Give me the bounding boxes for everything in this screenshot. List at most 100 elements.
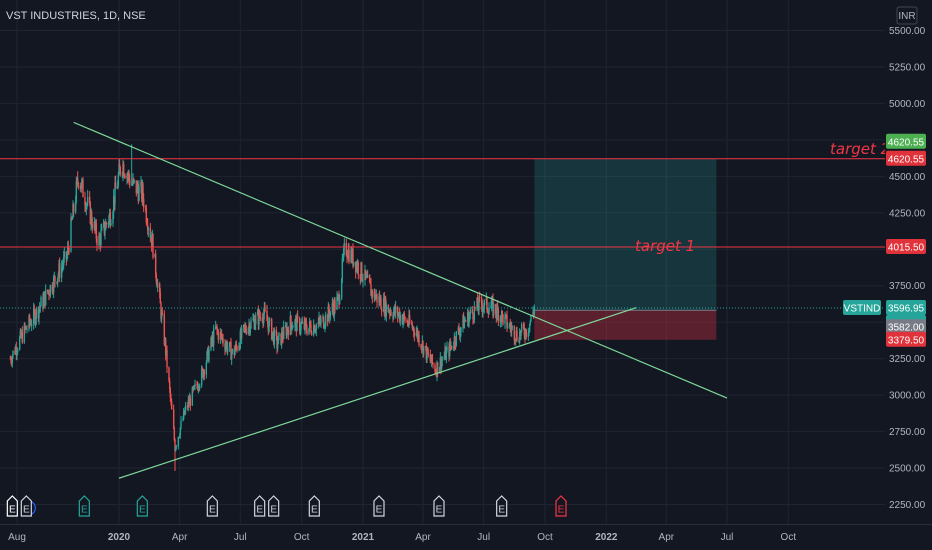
candle-body bbox=[146, 225, 149, 231]
candle-body bbox=[70, 217, 72, 252]
earnings-marker[interactable]: E bbox=[555, 495, 567, 517]
candle-body bbox=[108, 215, 110, 224]
last-price-label-text: 3596.95 bbox=[888, 304, 925, 315]
earnings-marker[interactable]: E bbox=[308, 495, 320, 517]
candle-body bbox=[80, 181, 83, 189]
candle-body bbox=[305, 322, 308, 330]
earnings-marker[interactable]: E bbox=[6, 495, 18, 517]
earnings-marker[interactable]: E bbox=[20, 495, 32, 517]
candle-body bbox=[82, 179, 84, 198]
candle-body bbox=[184, 405, 187, 410]
candle-body bbox=[306, 329, 308, 335]
candle-body bbox=[376, 294, 378, 303]
time-tick-label: Apr bbox=[659, 532, 675, 543]
price-tick-label: 3250.00 bbox=[889, 354, 926, 365]
candle-body bbox=[170, 401, 173, 410]
earnings-markers[interactable]: EDEEEEEEEEEEE bbox=[6, 495, 567, 517]
target-red-label-text: 4620.55 bbox=[888, 154, 925, 165]
time-tick-label: Apr bbox=[172, 532, 188, 543]
candle-body bbox=[310, 332, 313, 335]
time-axis[interactable]: Aug 2020 Apr Jul Oct 2021 Apr Jul Oct 2022 Apr Jul O… bbox=[0, 524, 932, 544]
candle-body bbox=[239, 331, 242, 349]
earnings-badge-shape bbox=[254, 495, 266, 517]
candle-body bbox=[277, 335, 280, 345]
candle-body bbox=[427, 353, 430, 355]
candle-body bbox=[281, 332, 284, 339]
candle-body bbox=[254, 324, 256, 329]
earnings-marker[interactable]: E bbox=[268, 495, 280, 517]
candle-body bbox=[182, 418, 184, 421]
earnings-letter: E bbox=[23, 505, 30, 516]
candle-body bbox=[410, 322, 413, 325]
candle-body bbox=[490, 306, 492, 309]
candle-body bbox=[201, 368, 204, 370]
candle-body bbox=[77, 182, 80, 186]
candle-body bbox=[28, 316, 31, 324]
candle-body bbox=[345, 242, 348, 255]
candle-body bbox=[368, 275, 371, 282]
candle-body bbox=[258, 311, 261, 318]
candle-body bbox=[38, 309, 40, 319]
target-red-label-bg bbox=[886, 150, 926, 166]
candle-body bbox=[514, 340, 517, 342]
candle-body bbox=[66, 246, 69, 256]
candle-body bbox=[60, 266, 63, 278]
candle-body bbox=[182, 410, 185, 419]
candle-body bbox=[247, 327, 250, 334]
candle-body bbox=[264, 307, 266, 311]
candle-body bbox=[234, 344, 237, 351]
earnings-marker[interactable]: E bbox=[206, 495, 218, 517]
price-tick-label: 3750.00 bbox=[889, 281, 926, 292]
candle-body bbox=[117, 174, 120, 186]
candle-body bbox=[46, 289, 49, 293]
candle-body bbox=[154, 253, 157, 275]
candle-body bbox=[441, 359, 444, 361]
trendlines[interactable]: target 2 target 1 bbox=[0, 121, 890, 479]
earnings-marker[interactable]: E bbox=[78, 495, 90, 517]
candle-body bbox=[235, 344, 238, 347]
earnings-marker[interactable]: E bbox=[373, 495, 385, 517]
earnings-marker[interactable]: E bbox=[254, 495, 266, 517]
candle-body bbox=[222, 337, 224, 344]
earnings-marker[interactable]: E bbox=[136, 495, 148, 517]
candle-body bbox=[494, 304, 497, 314]
candle-body bbox=[88, 197, 91, 203]
candle-body bbox=[504, 315, 506, 324]
earnings-letter: E bbox=[256, 505, 263, 516]
candle-body bbox=[352, 249, 354, 266]
target-green-label-text: 4620.55 bbox=[888, 137, 925, 148]
price-tick-label: 3000.00 bbox=[889, 391, 926, 402]
earnings-badge-shape bbox=[308, 495, 320, 517]
price-tick-label: 4500.00 bbox=[889, 172, 926, 183]
entry-label: 3582.00 bbox=[886, 319, 926, 335]
candle-body bbox=[387, 304, 390, 313]
earnings-marker[interactable]: E bbox=[433, 495, 445, 517]
candle-body bbox=[226, 347, 229, 352]
currency-badge[interactable]: INR bbox=[896, 6, 918, 25]
candle-body bbox=[168, 380, 171, 389]
candle-body bbox=[529, 320, 532, 324]
candle-body bbox=[271, 333, 274, 340]
candle-body bbox=[420, 347, 423, 349]
candle-body bbox=[270, 319, 273, 340]
earnings-marker[interactable]: E bbox=[496, 495, 508, 517]
candle-body bbox=[348, 249, 350, 263]
candle-body bbox=[112, 196, 115, 213]
candle-body bbox=[39, 306, 42, 308]
candle-body bbox=[76, 178, 79, 183]
time-tick-label: Jul bbox=[477, 532, 490, 543]
candle-body bbox=[310, 325, 312, 333]
earnings-letter: E bbox=[209, 505, 216, 516]
candle-body bbox=[472, 313, 474, 320]
candle-body bbox=[170, 397, 172, 402]
candle-body bbox=[413, 332, 416, 336]
candle-body bbox=[468, 313, 471, 317]
candle-body bbox=[463, 320, 466, 329]
candle-body bbox=[407, 324, 410, 326]
candle-body bbox=[342, 257, 344, 259]
candle-body bbox=[294, 320, 296, 327]
time-tick-label: Oct bbox=[294, 532, 310, 543]
earnings-badge-shape bbox=[206, 495, 218, 517]
ticker-label: VSTIND bbox=[843, 300, 881, 316]
